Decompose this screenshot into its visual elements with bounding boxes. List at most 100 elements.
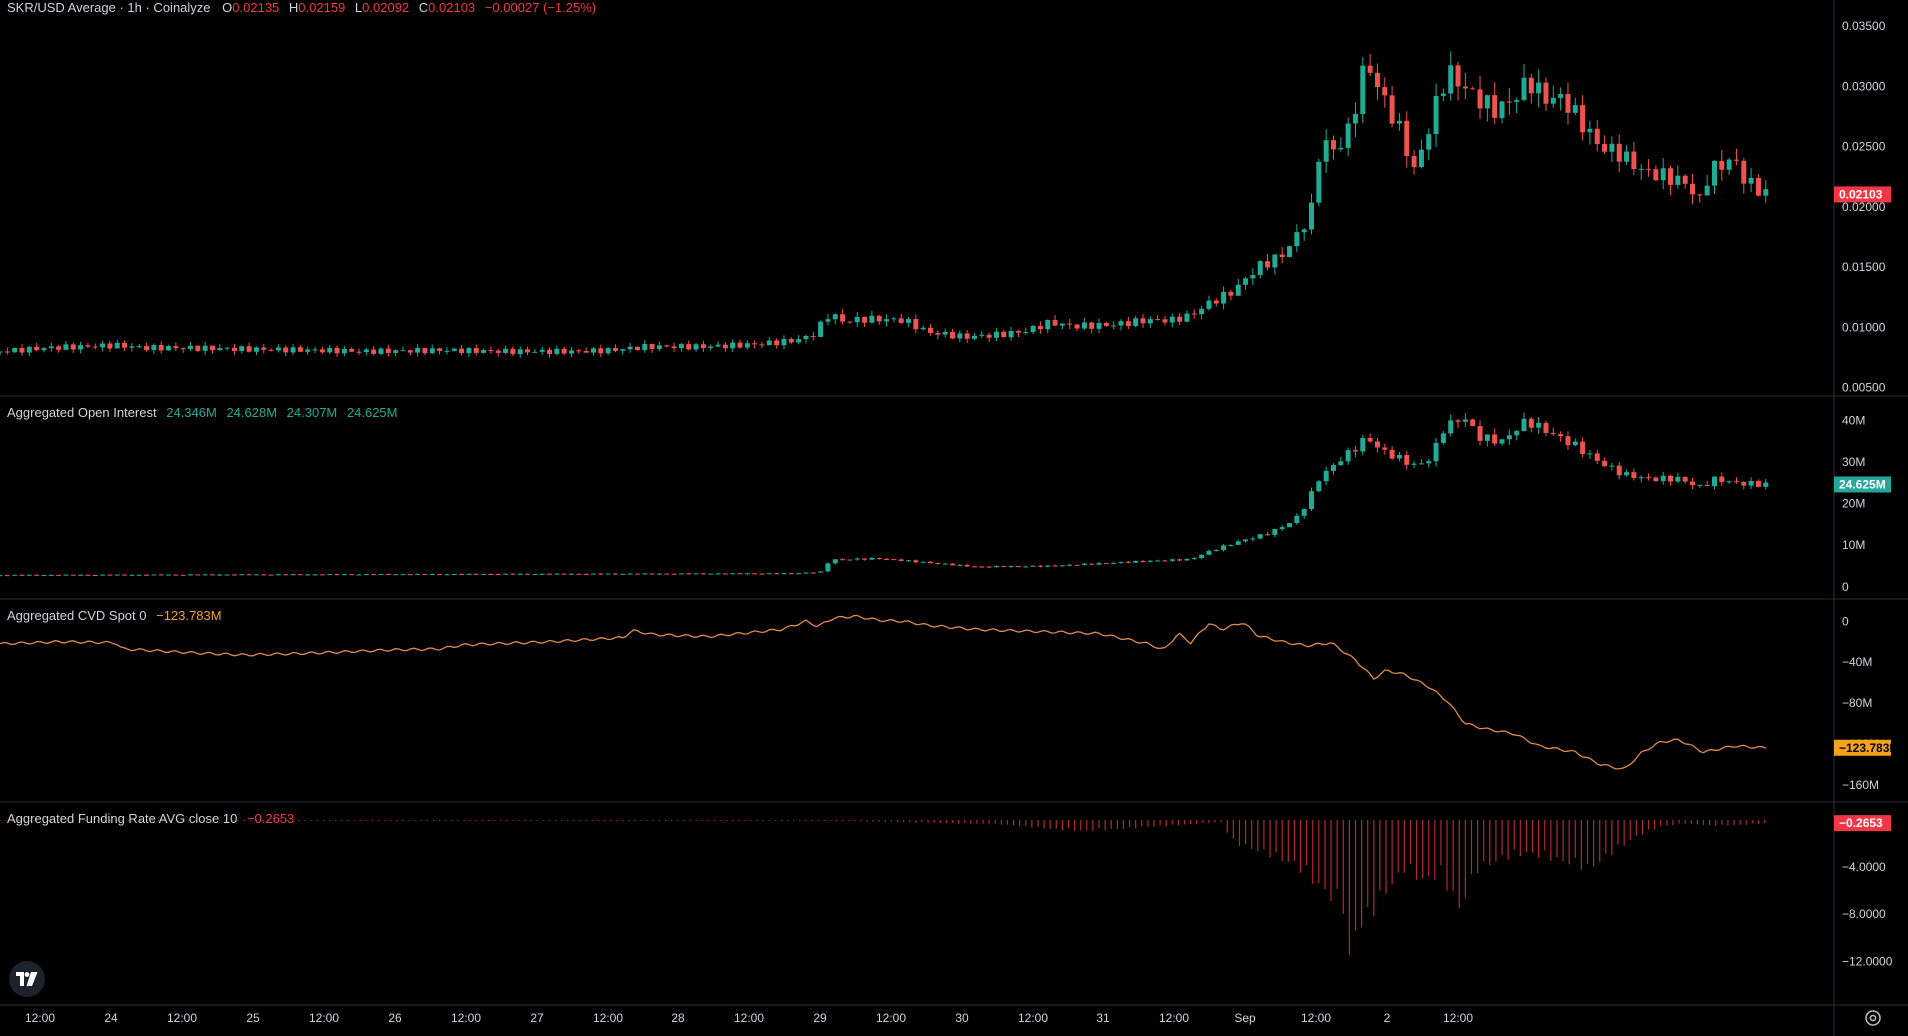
ohlc-high: H0.02159 [288, 0, 346, 15]
price-candle [327, 347, 333, 353]
oi-candle [1111, 562, 1117, 564]
price-candle [356, 351, 362, 353]
oi-candle [949, 563, 955, 566]
y-tick-label: 10M [1842, 538, 1865, 552]
oi-candle [378, 574, 384, 576]
oi-candle [429, 573, 435, 575]
oi-candle [1528, 418, 1534, 428]
price-candle [1052, 320, 1058, 326]
price-candle [942, 331, 948, 335]
price-candle [781, 338, 787, 346]
funding-value: −0.2653 [246, 811, 295, 826]
price-last-tag [1834, 186, 1891, 203]
price-candle [393, 350, 399, 354]
price-candle [1755, 177, 1761, 196]
oi-candle [693, 573, 699, 575]
price-candle [986, 334, 992, 338]
price-candle [41, 348, 47, 351]
oi-candle [1587, 453, 1593, 455]
price-candle [869, 315, 875, 323]
ohlc-close: C0.02103 [418, 0, 476, 15]
price-candle [576, 350, 582, 352]
oi-legend: Aggregated Open Interest 24.346M 24.628M… [7, 405, 397, 421]
oi-candle [371, 574, 377, 576]
oi-candle [1206, 550, 1212, 555]
price-candle [1426, 134, 1432, 150]
oi-candle [19, 574, 25, 576]
price-change: −0.00027 (−1.25%) [484, 0, 597, 15]
settings-gear-icon[interactable] [1863, 1008, 1883, 1028]
oi-candle [1265, 534, 1271, 536]
price-candle [385, 348, 391, 354]
oi-candle [385, 574, 391, 576]
price-candle [1191, 313, 1197, 315]
price-candle [884, 319, 890, 322]
price-candle [1719, 160, 1725, 170]
oi-candle [48, 574, 54, 576]
price-candle [253, 347, 259, 352]
oi-candle [656, 573, 662, 575]
price-candle [678, 344, 684, 349]
price-candle [56, 346, 62, 350]
price-candle [378, 348, 384, 354]
price-candle [547, 349, 553, 354]
price-candle [1477, 89, 1483, 109]
oi-candle [151, 574, 157, 576]
price-candle [209, 345, 215, 351]
oi-candle [92, 574, 98, 576]
price-candle [928, 327, 934, 333]
price-candle [1301, 229, 1307, 233]
price-candle [1133, 318, 1139, 327]
price-candle [407, 350, 413, 353]
oi-candle [1250, 538, 1256, 540]
price-candle [1440, 93, 1446, 96]
price-candle [26, 346, 32, 353]
oi-candle [275, 574, 281, 576]
oi-candle [1565, 436, 1571, 446]
y-tick-label: 0.01500 [1842, 260, 1886, 274]
price-candle [1140, 318, 1146, 324]
oi-candle [913, 560, 919, 563]
price-candle [1543, 82, 1549, 104]
price-candle [1081, 322, 1087, 329]
x-tick-label: 12:00 [309, 1011, 339, 1025]
price-candle [1067, 323, 1073, 325]
oi-candle [854, 558, 860, 560]
price-legend: SKR/USD Average · 1h · Coinalyze O0.0213… [7, 0, 596, 16]
price-candle [598, 348, 604, 354]
oi-candle [407, 574, 413, 576]
price-candle [1616, 143, 1622, 162]
oi-candle [1059, 565, 1065, 567]
oi-candle [327, 574, 333, 576]
oi-candle [803, 572, 809, 574]
oi-candle [1081, 563, 1087, 566]
oi-candle [1602, 460, 1608, 467]
oi-candle [583, 573, 589, 575]
oi-candle [451, 573, 457, 575]
oi-candle [217, 574, 223, 576]
price-candle [971, 335, 977, 339]
price-candle [1023, 331, 1029, 333]
oi-candle [1711, 476, 1717, 487]
tradingview-logo-icon[interactable] [9, 961, 45, 997]
price-candle [1213, 300, 1219, 304]
price-candle [1470, 88, 1476, 90]
oi-candle [1389, 449, 1395, 459]
price-candle [19, 348, 25, 353]
oi-candle [1682, 476, 1688, 482]
oi-candle [56, 574, 62, 576]
price-candle [634, 346, 640, 351]
price-candle [759, 344, 765, 346]
oi-candle [1382, 447, 1388, 450]
y-tick-label: 0.02000 [1842, 200, 1886, 214]
x-tick-label: 12:00 [1159, 1011, 1189, 1025]
price-candle [1536, 82, 1542, 94]
price-candle [818, 321, 824, 337]
y-tick-label: −8.0000 [1842, 907, 1886, 921]
price-candle [70, 344, 76, 350]
price-candle [1155, 319, 1161, 321]
price-candle [1499, 101, 1505, 118]
oi-last-tag [1834, 476, 1891, 493]
oi-candle [180, 574, 186, 576]
